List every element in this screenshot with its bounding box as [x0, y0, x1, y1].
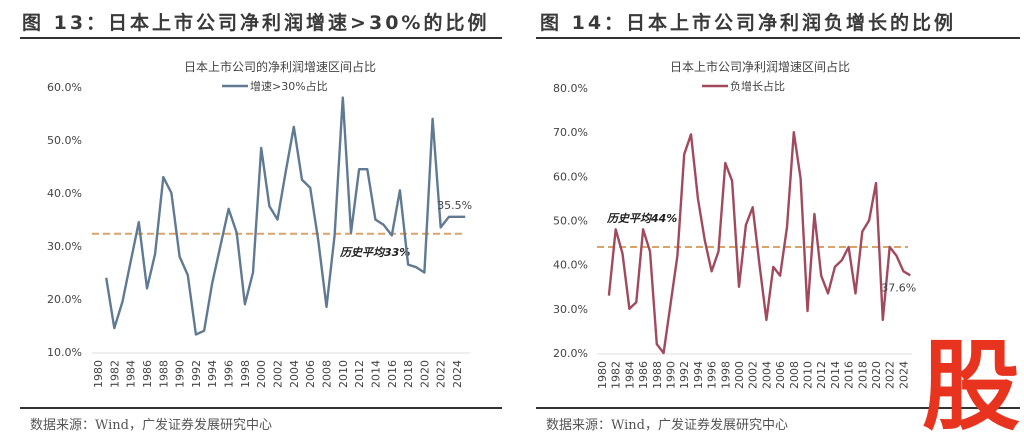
watermark-logo: 股	[922, 338, 1020, 436]
x-tick-label: 2000	[733, 361, 746, 389]
chart-title: 日本上市公司净利润增速区间占比	[670, 59, 850, 74]
x-tick-label: 2002	[747, 361, 760, 389]
end-value-label: 37.6%	[881, 281, 916, 294]
x-tick-label: 2014	[829, 361, 842, 389]
x-tick-label: 2018	[856, 361, 869, 389]
end-value-label: 35.5%	[437, 199, 472, 212]
y-tick-label: 50.0%	[553, 215, 588, 228]
average-label: 历史平均44%	[606, 212, 677, 225]
y-tick-label: 10.0%	[47, 346, 82, 359]
x-tick-label: 2008	[320, 360, 333, 388]
y-tick-label: 60.0%	[553, 170, 588, 183]
x-tick-label: 1990	[174, 360, 187, 388]
x-tick-label: 2016	[843, 361, 856, 389]
x-tick-label: 1988	[157, 360, 170, 388]
y-tick-label: 40.0%	[553, 259, 588, 272]
x-tick-label: 2022	[884, 361, 897, 389]
x-tick-label: 2020	[870, 361, 883, 389]
x-tick-label: 1986	[637, 361, 650, 389]
x-tick-label: 2010	[802, 361, 815, 389]
x-tick-label: 2004	[288, 360, 301, 388]
x-tick-label: 1980	[596, 361, 609, 389]
x-tick-label: 2006	[304, 360, 317, 388]
x-tick-label: 1994	[692, 361, 705, 389]
x-tick-label: 2012	[353, 360, 366, 388]
y-tick-label: 30.0%	[553, 303, 588, 316]
average-label: 历史平均33%	[339, 246, 410, 259]
x-tick-label: 2014	[369, 360, 382, 388]
chart-title: 日本上市公司的净利润增速区间占比	[184, 59, 376, 74]
x-tick-label: 1992	[190, 360, 203, 388]
x-tick-label: 2018	[402, 360, 415, 388]
y-tick-label: 50.0%	[47, 134, 82, 147]
x-tick-label: 2012	[815, 361, 828, 389]
x-tick-label: 1994	[206, 360, 219, 388]
y-tick-label: 40.0%	[47, 187, 82, 200]
x-tick-label: 2004	[760, 361, 773, 389]
x-tick-label: 1980	[92, 360, 105, 388]
series-line	[106, 98, 465, 335]
x-tick-label: 1996	[223, 360, 236, 388]
x-tick-label: 1982	[610, 361, 623, 389]
series-line	[609, 132, 910, 353]
y-tick-label: 60.0%	[47, 81, 82, 94]
x-tick-label: 2024	[897, 361, 910, 389]
x-tick-label: 1992	[678, 361, 691, 389]
y-tick-label: 70.0%	[553, 126, 588, 139]
legend-label: 负增长占比	[730, 79, 785, 93]
y-tick-label: 80.0%	[553, 82, 588, 95]
y-tick-label: 20.0%	[47, 293, 82, 306]
y-tick-label: 20.0%	[553, 347, 588, 360]
x-tick-label: 2008	[788, 361, 801, 389]
x-tick-label: 1990	[665, 361, 678, 389]
x-tick-label: 1984	[125, 360, 138, 388]
legend-label: 增速>30%占比	[250, 79, 328, 93]
y-tick-label: 30.0%	[47, 240, 82, 253]
x-tick-label: 1986	[141, 360, 154, 388]
x-tick-label: 1998	[719, 361, 732, 389]
x-tick-label: 2022	[435, 360, 448, 388]
x-tick-label: 1996	[706, 361, 719, 389]
x-tick-label: 1982	[108, 360, 121, 388]
x-tick-label: 1998	[239, 360, 252, 388]
x-tick-label: 2010	[337, 360, 350, 388]
x-tick-label: 2016	[386, 360, 399, 388]
x-tick-label: 1984	[623, 361, 636, 389]
x-tick-label: 2024	[451, 360, 464, 388]
x-tick-label: 2006	[774, 361, 787, 389]
x-tick-label: 2000	[255, 360, 268, 388]
x-tick-label: 1988	[651, 361, 664, 389]
x-tick-label: 2002	[272, 360, 285, 388]
x-tick-label: 2020	[418, 360, 431, 388]
